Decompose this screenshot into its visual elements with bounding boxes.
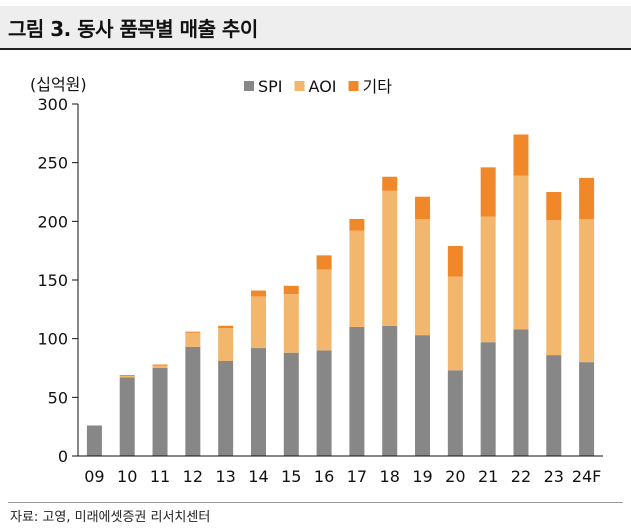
x-tick-label: 10 [117,467,137,486]
x-tick-label: 15 [281,467,301,486]
bar-segment-기타 [152,364,168,366]
x-tick-label: 12 [183,467,203,486]
bar-segment-SPI [283,352,299,456]
bar-segment-기타 [579,177,595,219]
bar-segment-기타 [480,167,496,217]
x-tick-label: 22 [511,467,531,486]
bar-segment-기타 [185,331,201,333]
legend-swatch [244,81,254,91]
legend-label: 기타 [363,77,393,96]
bar-segment-AOI [152,365,168,368]
x-tick-label: 20 [445,467,465,486]
legend: SPI AOI 기타 [244,77,392,96]
bar-segment-AOI [447,276,463,371]
bar-segment-기타 [546,192,562,221]
x-tick-label: 24F [572,467,602,486]
bar-segment-AOI [316,269,332,351]
x-tick-label: 21 [478,467,498,486]
x-axis: 09 10 11 12 13 14 15 16 17 18 19 20 21 22 23 24F [78,455,603,486]
y-axis-unit-label: (십억원) [30,75,87,94]
x-tick-label: 16 [314,467,334,486]
bar-segment-AOI [185,332,201,347]
bar-segment-SPI [218,360,234,456]
bar-segment-SPI [316,350,332,456]
bar-segment-SPI [250,348,266,456]
bar-segment-SPI [513,329,529,456]
x-tick-label: 23 [544,467,564,486]
y-axis: 0 50 100 150 200 250 300 [37,95,79,466]
legend-label: AOI [309,77,337,96]
x-tick-label: 11 [150,467,170,486]
y-tick-label: 200 [37,212,68,231]
legend-swatch [348,81,359,91]
x-tick-label: 18 [380,467,400,486]
bar-segment-SPI [86,425,102,456]
source-note: 자료: 고영, 미래에셋증권 리서치센터 [10,510,211,525]
bar-segment-기타 [218,325,234,329]
bar-segment-AOI [349,230,365,327]
bar-segment-기타 [349,218,365,231]
legend-label: SPI [258,77,283,96]
bar-segment-AOI [218,328,234,361]
bar-segment-기타 [316,255,332,270]
bar-segment-SPI [382,325,398,456]
bars [86,134,595,456]
title-bar: 그림 3. 동사 품목별 매출 추이 [0,6,631,50]
bar-segment-SPI [152,368,168,456]
bar-segment-기타 [119,375,135,377]
bar-segment-기타 [415,196,431,219]
bar-segment-SPI [349,326,365,456]
chart-title: 그림 3. 동사 품목별 매출 추이 [8,17,258,41]
bar-segment-기타 [447,245,463,277]
x-tick-label: 19 [412,467,432,486]
x-tick-label: 09 [84,467,104,486]
bar-segment-SPI [415,335,431,456]
bar-segment-SPI [447,370,463,456]
bar-segment-AOI [415,218,431,336]
bar-segment-SPI [579,362,595,456]
x-tick-label: 14 [248,467,268,486]
bar-segment-AOI [119,376,135,378]
bar-segment-AOI [513,175,529,330]
x-tick-label: 13 [215,467,235,486]
y-tick-label: 300 [37,95,68,114]
bar-segment-SPI [119,377,135,456]
bar-segment-SPI [480,342,496,456]
y-tick-label: 250 [37,154,68,173]
source-divider [8,502,623,503]
bar-segment-기타 [382,176,398,191]
bar-segment-기타 [250,290,266,297]
bar-segment-AOI [283,294,299,353]
y-tick-label: 50 [48,388,68,407]
bar-segment-AOI [546,220,562,356]
legend-swatch [294,81,305,91]
y-tick-label: 150 [37,271,68,290]
bar-segment-SPI [546,355,562,456]
bar-segment-AOI [480,216,496,343]
y-tick-label: 100 [37,330,68,349]
bar-segment-기타 [513,134,529,176]
y-tick-label: 0 [58,447,68,466]
bar-segment-AOI [579,218,595,363]
x-tick-label: 17 [347,467,367,486]
bar-segment-AOI [382,190,398,326]
bar-segment-SPI [185,346,201,456]
bar-segment-AOI [250,296,266,349]
bar-segment-기타 [283,285,299,295]
